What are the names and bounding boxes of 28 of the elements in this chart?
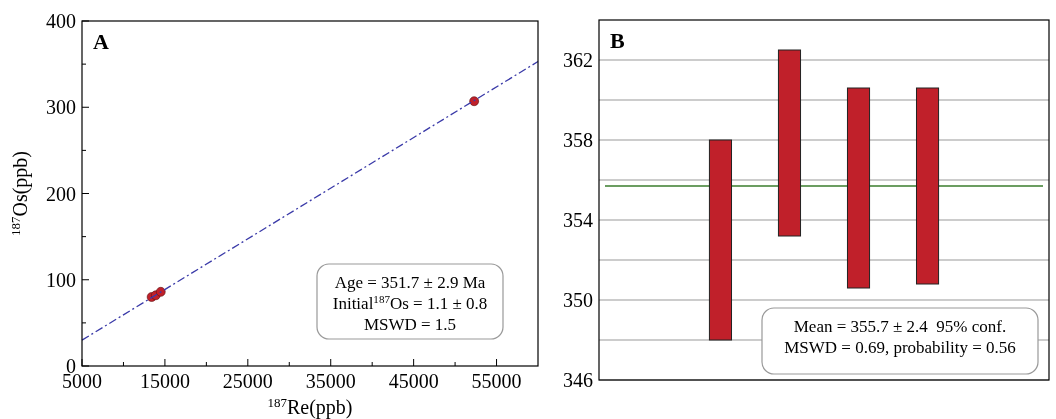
bar <box>708 139 733 341</box>
y-tick-label: 354 <box>563 209 593 231</box>
bar <box>915 87 940 285</box>
bar <box>846 87 871 289</box>
annotation: Mean = 355.7 ± 2.4 95% conf. <box>793 317 1007 336</box>
y-tick-label: 350 <box>563 289 593 311</box>
annotation: Initial$^{187}$Os = 1.1 ± 0.8 <box>332 293 488 313</box>
x-tick-label: 35000 <box>305 370 356 392</box>
annotation: MSWD = 1.5 <box>363 315 457 334</box>
x-tick-label: 55000 <box>471 370 522 392</box>
bar <box>777 49 802 237</box>
chart-title: A <box>93 29 109 54</box>
x-axis-title: $^{187}$Re(ppb) <box>267 394 353 419</box>
x-tick-label: 25000 <box>222 370 273 392</box>
y-tick-label: 300 <box>46 96 76 119</box>
y-tick-label: 400 <box>46 10 76 32</box>
x-tick-label: 45000 <box>388 370 439 392</box>
y-tick-label: 100 <box>46 268 76 291</box>
point <box>469 96 479 107</box>
y-tick-label: 200 <box>46 182 76 205</box>
annotation: Age = 351.7 ± 2.9 Ma <box>334 273 486 292</box>
y-tick-label: 346 <box>563 369 593 391</box>
point <box>155 287 166 297</box>
chart-title: B <box>610 28 625 53</box>
x-tick-label: 15000 <box>139 370 190 392</box>
annotation: MSWD = 0.69, probability = 0.56 <box>784 338 1016 357</box>
y-tick-label: 362 <box>563 49 593 71</box>
y-tick-label: 358 <box>563 129 593 151</box>
